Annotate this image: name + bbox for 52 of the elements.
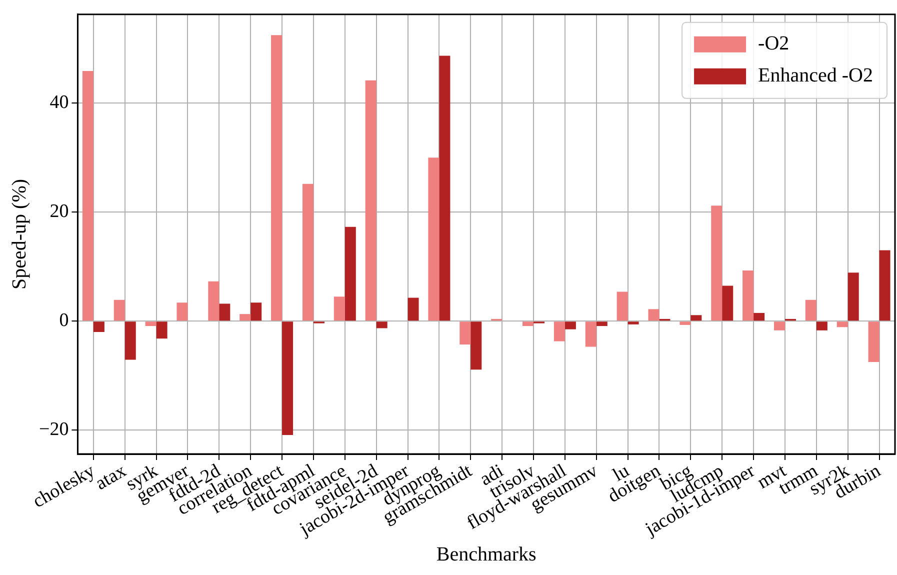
bar: [439, 56, 450, 321]
bar: [868, 322, 880, 362]
bar: [680, 322, 691, 325]
y-tick-label: 20: [50, 201, 69, 222]
bar: [628, 322, 639, 324]
y-tick-label: 40: [50, 92, 69, 114]
legend-label: -O2: [758, 32, 790, 55]
bar: [250, 302, 262, 321]
bar: [836, 322, 848, 328]
bar: [124, 322, 136, 360]
bar: [365, 80, 376, 321]
y-axis-title: Speed-up (%): [8, 178, 30, 290]
legend-label: Enhanced -O2: [758, 64, 873, 87]
bar: [114, 300, 125, 321]
bar: [879, 250, 890, 321]
bar: [93, 322, 104, 332]
bar: [596, 322, 608, 326]
bar: [554, 322, 565, 342]
bar: [722, 286, 734, 321]
bar: [344, 226, 356, 321]
bar: [145, 322, 156, 326]
bar: [711, 206, 722, 321]
bar: [460, 322, 471, 345]
bar: [648, 309, 660, 321]
bar: [690, 315, 702, 321]
bar: [176, 302, 188, 321]
bar: [302, 184, 314, 321]
bar: [585, 322, 596, 347]
bar: [848, 272, 859, 321]
x-axis-title: Benchmarks: [436, 543, 537, 566]
bar: [208, 281, 220, 321]
bar: [816, 322, 828, 330]
y-tick-label: 0: [59, 310, 69, 332]
bar: [774, 322, 785, 330]
bar: [82, 71, 94, 321]
bar: [805, 300, 816, 321]
bar: [282, 322, 294, 435]
y-tick-label: −20: [38, 419, 69, 440]
bar: [219, 304, 230, 321]
bar: [616, 292, 628, 321]
bar: [334, 296, 345, 321]
bar: [271, 35, 282, 321]
bar: [470, 322, 482, 370]
bar: [428, 158, 440, 321]
bar: [156, 322, 168, 339]
bar: [754, 312, 765, 321]
bar: [408, 298, 419, 321]
bar: [742, 270, 754, 321]
bar: [522, 322, 534, 326]
bar: [564, 322, 576, 330]
bar: [240, 314, 251, 321]
bar: [376, 322, 388, 328]
